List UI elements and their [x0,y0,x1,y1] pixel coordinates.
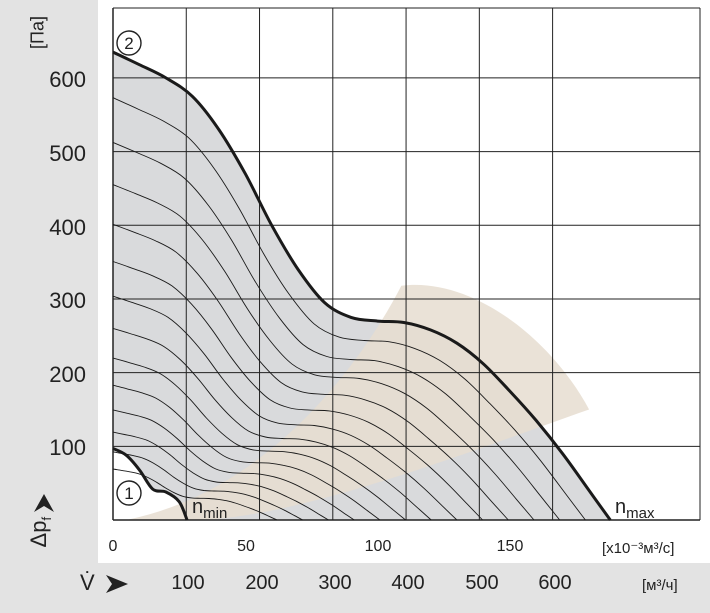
y-symbol-text: Δp [25,520,51,548]
y-tick-200: 200 [49,362,86,387]
y-tick-600: 600 [49,67,86,92]
y-tick-400: 400 [49,215,86,240]
speed-line [112,261,483,521]
speed-line [112,295,458,521]
speed-line [112,409,355,521]
y-tick-300: 300 [49,288,86,313]
x2-tick-300: 300 [318,572,352,594]
x-tick-0: 0 [108,538,118,555]
recommended-range-area [126,284,590,520]
n-max-label: nmax [615,496,655,522]
speed-line [112,223,509,521]
x2-tick-500: 500 [465,572,499,594]
y-symbol-sub: f [39,516,55,521]
speed-line [112,357,406,521]
speed-line [112,97,586,521]
speed-line [112,468,278,521]
speed-line [112,327,432,521]
speed-line [112,384,381,521]
n-min-label: nmin [192,496,228,522]
speed-line [112,141,561,521]
curve-marker-1-text: 1 [124,484,133,503]
x2-tick-600: 600 [538,572,572,594]
x2-tick-100: 100 [171,572,205,594]
curve-marker-1-circle [116,480,142,506]
speed-line [112,451,304,521]
x2-tick-200: 200 [245,572,279,594]
n-min-curve [112,447,189,521]
x-tick-50: 50 [237,538,255,555]
y-tick-100: 100 [49,435,86,460]
speed-line [112,431,329,521]
x-unit-primary: [x10⁻³м³/с] [602,540,675,557]
x2-tick-400: 400 [391,572,425,594]
x-axis-arrow-icon [106,575,128,593]
speed-line [112,184,535,521]
x-unit-secondary: [м³/ч] [642,577,678,594]
y-axis-panel [0,0,98,613]
curve-marker-2-text: 2 [124,34,133,53]
x-tick-100: 100 [364,538,392,555]
y-axis-arrow-icon [34,494,54,512]
x-tick-150: 150 [496,538,524,555]
curve-marker-2-circle [116,30,142,56]
y-unit-label: [Па] [27,16,48,49]
x-axis-symbol: V̇ [80,570,95,595]
y-tick-500: 500 [49,141,86,166]
x-axis-secondary-panel [0,563,710,613]
n-max-curve [112,50,612,521]
